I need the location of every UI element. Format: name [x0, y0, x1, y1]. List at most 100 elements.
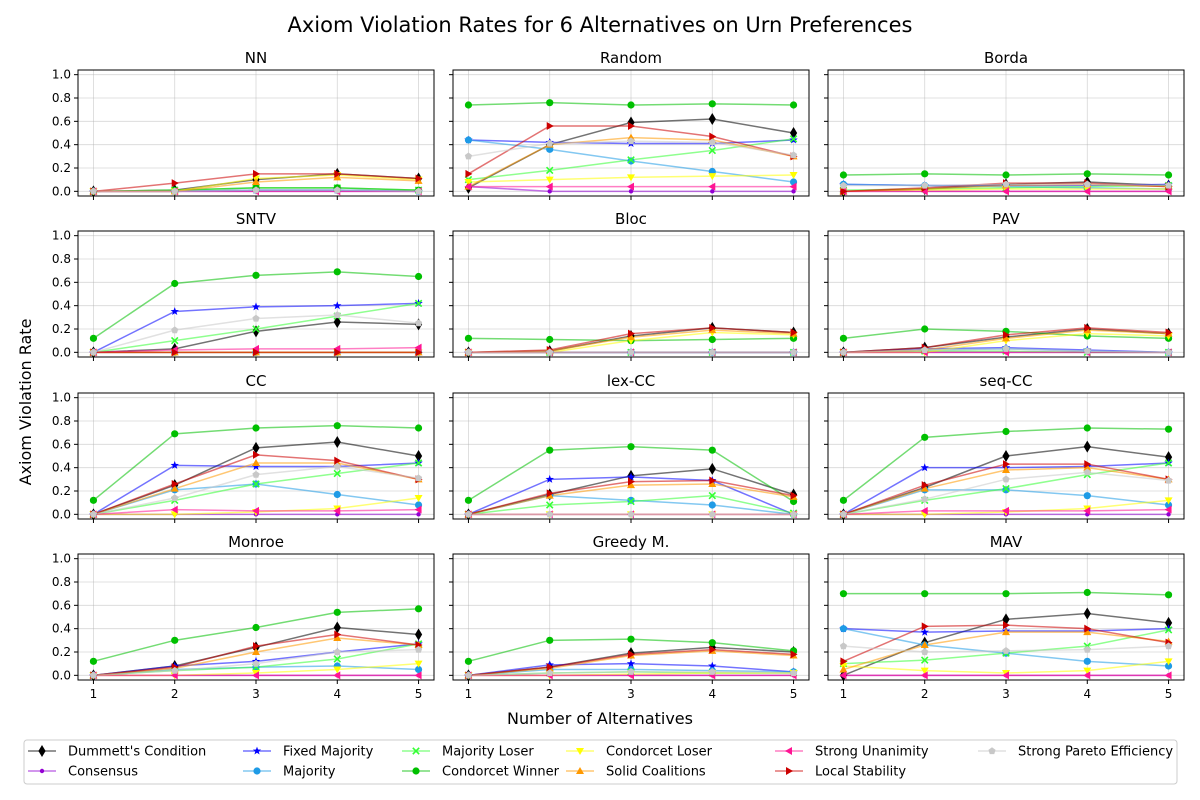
data-point-majority-loser [920, 656, 929, 664]
y-tick-label: 0.4 [52, 138, 71, 152]
data-point-majority [464, 136, 473, 144]
legend-entry-condorcet-winner: Condorcet Winner [402, 765, 560, 780]
data-point-strong-pareto-efficiency [89, 671, 98, 679]
data-point-local-stability [628, 650, 635, 659]
data-point-local-stability [171, 480, 179, 488]
data-point-strong-pareto-efficiency [1164, 642, 1173, 650]
data-point-strong-unanimity [414, 505, 422, 514]
panel-title: Monroe [228, 533, 284, 551]
panel-title: Borda [984, 49, 1028, 67]
panel-title: Bloc [615, 210, 647, 228]
data-point-strong-pareto-efficiency [171, 494, 179, 502]
data-point-strong-pareto-efficiency [171, 666, 179, 674]
data-point-strong-pareto-efficiency [1083, 468, 1091, 476]
data-point-majority-loser [708, 146, 717, 155]
data-point-condorcet-winner [89, 334, 98, 342]
legend-marker [253, 767, 261, 775]
data-point-strong-pareto-efficiency [464, 510, 473, 518]
data-point-condorcet-winner [171, 636, 179, 644]
data-point-strong-unanimity [1083, 506, 1091, 515]
data-point-strong-unanimity [464, 182, 472, 191]
x-tick-label: 1 [90, 687, 98, 701]
legend-entry-solid-coalitions: Solid Coalitions [566, 765, 706, 780]
data-point-dummett-s-condition [708, 113, 716, 125]
data-point-strong-unanimity [414, 343, 422, 352]
data-point-solid-coalitions [333, 634, 342, 641]
data-point-strong-unanimity [1164, 505, 1172, 514]
data-point-majority [839, 625, 848, 633]
data-point-condorcet-winner [921, 170, 929, 178]
data-point-majority [1083, 492, 1091, 500]
data-point-condorcet-loser [1164, 658, 1173, 666]
legend-label: Majority Loser [442, 745, 534, 760]
data-point-fixed-majority [333, 301, 342, 310]
data-point-strong-unanimity [839, 671, 847, 680]
data-point-fixed-majority [545, 474, 554, 483]
data-point-majority-loser [627, 497, 635, 506]
data-point-majority-loser [708, 491, 717, 500]
data-point-condorcet-winner [921, 433, 929, 441]
panel-title: Random [600, 49, 662, 67]
data-point-majority-loser [414, 459, 423, 467]
y-tick-label: 0.4 [52, 622, 71, 636]
data-point-local-stability [921, 622, 929, 631]
data-point-strong-unanimity [1002, 506, 1009, 515]
data-point-strong-unanimity [920, 506, 928, 515]
legend-entry-fixed-majority: Fixed Majority [243, 745, 374, 760]
data-point-strong-unanimity [252, 671, 259, 680]
data-point-fixed-majority [251, 302, 261, 311]
data-point-strong-pareto-efficiency [708, 348, 716, 356]
data-point-dummett-s-condition [333, 436, 341, 448]
data-point-condorcet-loser [627, 174, 635, 182]
legend-marker [785, 747, 792, 755]
data-point-strong-unanimity [1083, 187, 1091, 196]
data-point-strong-pareto-efficiency [1002, 475, 1010, 483]
data-point-strong-unanimity [708, 182, 716, 191]
data-point-strong-unanimity [1002, 671, 1009, 680]
data-point-local-stability [790, 328, 798, 337]
data-point-local-stability [253, 169, 260, 178]
figure-title: Axiom Violation Rates for 6 Alternatives… [288, 13, 913, 37]
legend-label: Strong Unanimity [815, 745, 929, 760]
data-point-condorcet-winner [839, 590, 848, 598]
y-axis-label: Axiom Violation Rate [16, 319, 35, 486]
x-tick-label: 4 [333, 687, 341, 701]
data-point-consensus [416, 512, 421, 517]
data-point-local-stability [546, 663, 554, 672]
data-point-condorcet-winner [627, 101, 635, 109]
legend: Dummett's Condition Consensus Fixed Majori… [23, 739, 1178, 785]
data-point-strong-pareto-efficiency [464, 348, 473, 356]
data-point-condorcet-winner [414, 272, 423, 281]
data-point-strong-pareto-efficiency [1164, 181, 1173, 189]
panel-title: CC [246, 372, 267, 390]
x-tick-label: 4 [1083, 687, 1091, 701]
data-point-majority-loser [170, 336, 179, 345]
y-tick-label: 0.2 [52, 161, 71, 175]
data-point-fixed-majority [626, 659, 636, 668]
data-point-condorcet-winner [1002, 427, 1010, 436]
x-tick-label: 3 [252, 687, 260, 701]
legend-label: Strong Pareto Efficiency [1018, 745, 1173, 760]
panel-seq-cc: seq-CC [824, 372, 1185, 523]
data-point-condorcet-loser [789, 172, 798, 179]
x-tick-label: 1 [465, 687, 473, 701]
x-tick-label: 3 [1002, 687, 1010, 701]
data-point-local-stability [709, 645, 717, 654]
data-point-local-stability [1084, 624, 1092, 633]
y-tick-label: 1.0 [52, 229, 71, 243]
y-tick-label: 0.8 [52, 575, 71, 589]
data-point-dummett-s-condition [414, 628, 423, 641]
data-point-condorcet-winner [789, 101, 798, 109]
data-point-strong-pareto-efficiency [89, 187, 98, 195]
data-point-dummett-s-condition [708, 462, 716, 475]
data-point-solid-coalitions [839, 665, 848, 673]
y-tick-label: 0.6 [52, 114, 71, 128]
data-point-strong-pareto-efficiency [546, 139, 554, 147]
data-point-strong-pareto-efficiency [464, 671, 473, 679]
data-point-fixed-majority [251, 462, 261, 471]
panel-bloc: Bloc [449, 210, 810, 361]
panel-title: SNTV [236, 210, 277, 228]
data-point-strong-pareto-efficiency [89, 348, 98, 356]
data-point-majority [1164, 662, 1173, 670]
data-point-local-stability [334, 169, 342, 178]
